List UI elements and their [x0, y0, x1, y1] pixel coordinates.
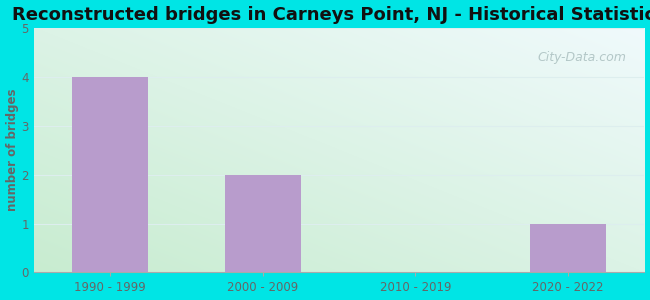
- Bar: [72, 77, 148, 272]
- Bar: [530, 224, 606, 272]
- Title: Reconstructed bridges in Carneys Point, NJ - Historical Statistics: Reconstructed bridges in Carneys Point, …: [12, 6, 650, 24]
- Text: City-Data.com: City-Data.com: [538, 51, 626, 64]
- Bar: [224, 175, 301, 272]
- Y-axis label: number of bridges: number of bridges: [6, 89, 19, 212]
